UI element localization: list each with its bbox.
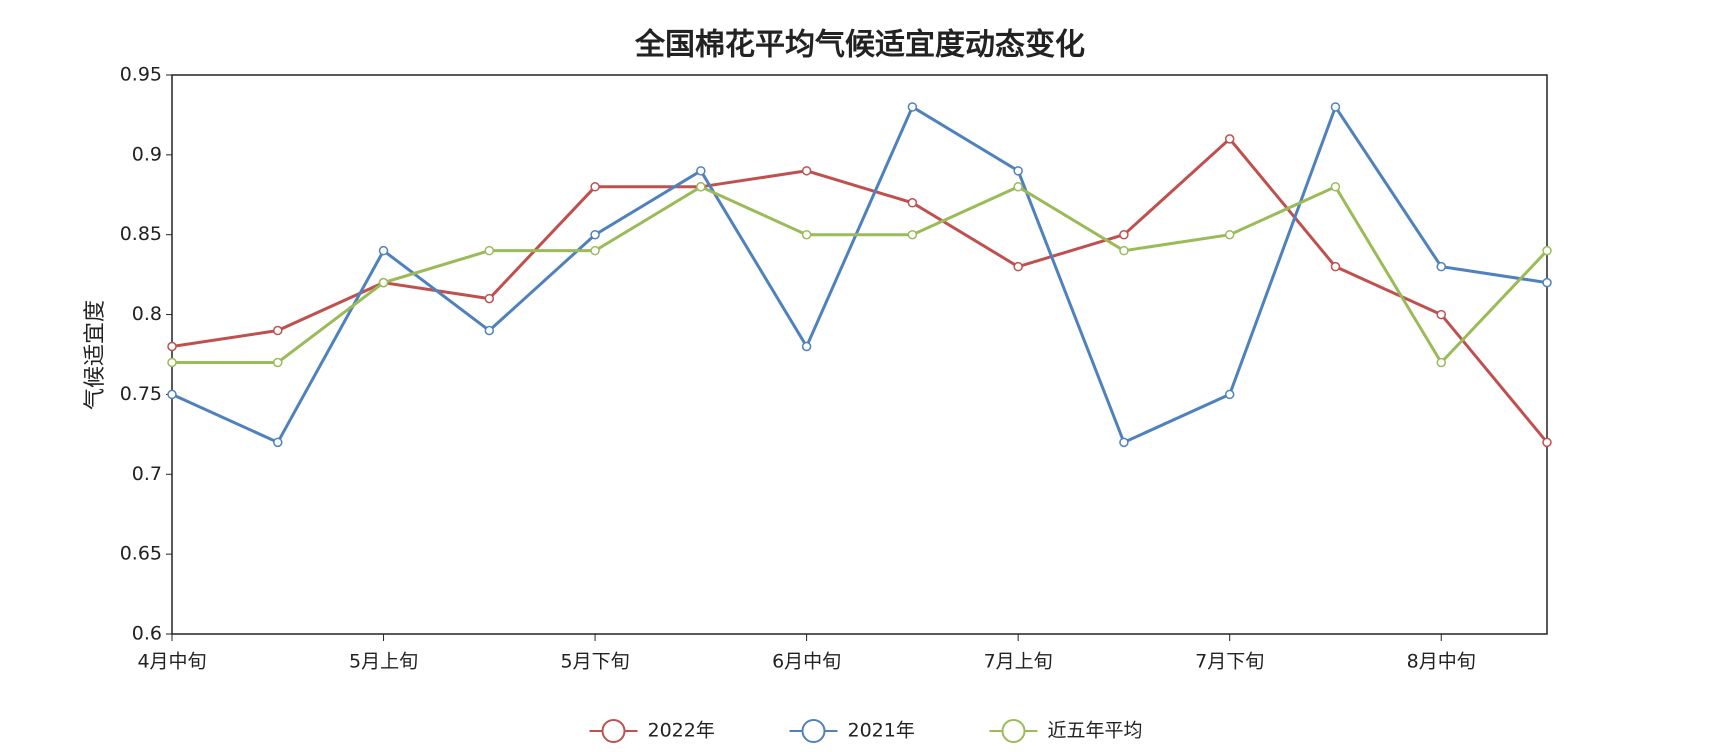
data-point [1330, 102, 1341, 112]
y-axis-label: 气候适宜度 [83, 300, 108, 410]
data-point [801, 341, 812, 352]
data-point [801, 229, 812, 240]
x-tick-label: 8月中旬 [1407, 651, 1476, 673]
data-point [273, 437, 283, 448]
plot-frame [171, 74, 1548, 635]
data-point [1119, 245, 1129, 256]
data-point [590, 245, 600, 256]
series-line [171, 103, 1548, 445]
data-point [1013, 166, 1023, 176]
data-point [1224, 134, 1235, 144]
data-point [1013, 182, 1023, 192]
data-point [167, 357, 177, 368]
legend-label: 2021年 [848, 720, 915, 742]
chart-title: 全国棉花平均气候适宜度动态变化 [634, 28, 1085, 63]
data-point [1542, 245, 1552, 256]
legend-marker [601, 719, 626, 743]
y-tick-label: 0.7 [132, 463, 162, 485]
data-point [907, 198, 918, 208]
data-point [801, 166, 812, 176]
data-point [1436, 357, 1446, 368]
data-point [1224, 229, 1235, 240]
data-point [1330, 261, 1341, 272]
x-tick-label: 6月中旬 [772, 651, 841, 673]
data-point [167, 341, 177, 352]
data-point [1542, 437, 1552, 448]
data-point [167, 389, 177, 400]
x-tick-label: 5月下旬 [561, 651, 630, 673]
legend-marker [801, 719, 826, 743]
data-point [378, 277, 389, 288]
y-tick-label: 0.85 [120, 223, 162, 245]
y-tick-label: 0.75 [120, 383, 162, 405]
data-point [484, 325, 495, 336]
data-point [590, 229, 600, 240]
x-tick-label: 5月上旬 [349, 651, 418, 673]
legend-label: 2022年 [648, 720, 715, 742]
data-point [273, 325, 283, 336]
data-point [1224, 389, 1235, 400]
data-point [1013, 261, 1023, 272]
data-point [1119, 229, 1129, 240]
x-tick-label: 7月上旬 [984, 651, 1053, 673]
data-point [273, 357, 283, 368]
data-point [696, 166, 706, 176]
data-point [590, 182, 600, 192]
y-tick-label: 0.65 [120, 543, 162, 565]
data-point [1436, 309, 1446, 320]
series-line [171, 136, 1549, 444]
y-tick-label: 0.95 [120, 64, 162, 86]
x-tick-label: 4月中旬 [137, 651, 206, 673]
data-point [484, 245, 495, 256]
y-tick-label: 0.8 [132, 303, 162, 325]
data-point [1542, 277, 1552, 288]
data-point [378, 245, 389, 256]
data-point [1436, 261, 1446, 272]
data-point [1119, 437, 1129, 448]
legend-marker [1001, 719, 1026, 743]
y-tick-label: 0.6 [132, 623, 162, 645]
data-point [907, 229, 918, 240]
data-point [1330, 182, 1341, 192]
x-tick-label: 7月下旬 [1195, 651, 1264, 673]
data-point [484, 293, 495, 304]
y-tick-label: 0.9 [132, 143, 162, 165]
data-point [907, 102, 918, 112]
data-point [696, 182, 706, 192]
legend-label: 近五年平均 [1048, 720, 1143, 742]
series-line [172, 184, 1549, 365]
